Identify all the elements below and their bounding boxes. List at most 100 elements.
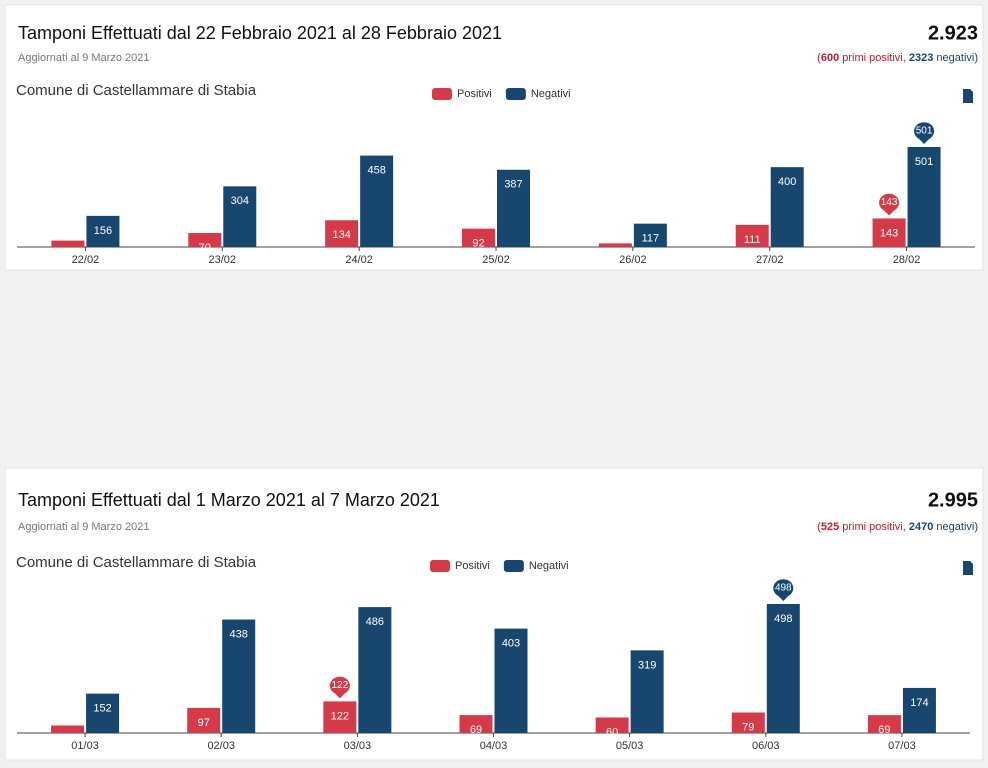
max-marker bbox=[879, 193, 900, 216]
summary-part: negativi) bbox=[933, 521, 978, 533]
value-label: 32 bbox=[62, 250, 74, 262]
summary: (525 primi positivi, 2470 negativi) bbox=[817, 521, 978, 533]
value-label: 152 bbox=[93, 703, 111, 715]
bar bbox=[872, 218, 906, 247]
x-tick-label: 22/02 bbox=[72, 254, 100, 266]
value-label: 70 bbox=[199, 242, 211, 254]
value-label: 117 bbox=[642, 233, 660, 245]
total: 2.923 bbox=[928, 22, 978, 44]
x-tick-label: 05/03 bbox=[616, 740, 644, 752]
bar bbox=[325, 220, 359, 247]
legend-label: Negativi bbox=[531, 88, 571, 100]
chart-title: Tamponi Effettuati dal 1 Marzo 2021 al 7… bbox=[18, 490, 440, 510]
value-label: 174 bbox=[910, 697, 928, 709]
legend-swatch bbox=[432, 88, 452, 100]
legend-label: Positivi bbox=[455, 560, 490, 572]
bar bbox=[867, 715, 901, 733]
value-label: 122 bbox=[331, 710, 349, 722]
value-label: 29 bbox=[61, 734, 73, 746]
bar bbox=[187, 707, 221, 733]
subtitle: Aggiornati al 9 Marzo 2021 bbox=[18, 521, 149, 533]
x-tick-label: 26/02 bbox=[619, 254, 647, 266]
value-label: 134 bbox=[332, 229, 350, 241]
summary-part: primi positivi, bbox=[839, 521, 909, 533]
bar bbox=[494, 628, 528, 733]
max-marker bbox=[773, 579, 794, 601]
bar bbox=[731, 712, 765, 733]
x-tick-label: 01/03 bbox=[71, 740, 99, 752]
x-tick-label: 27/02 bbox=[756, 254, 784, 266]
location: Comune di Castellammare di Stabia bbox=[16, 554, 257, 571]
max-marker-label: 498 bbox=[775, 583, 792, 594]
bar bbox=[51, 240, 85, 247]
bar bbox=[633, 223, 667, 247]
max-marker-label: 501 bbox=[916, 126, 933, 137]
summary-part: 2470 bbox=[909, 521, 933, 533]
bar bbox=[86, 693, 120, 733]
x-tick-label: 07/03 bbox=[888, 740, 916, 752]
download-icon bbox=[963, 561, 973, 575]
chart-title: Tamponi Effettuati dal 22 Febbraio 2021 … bbox=[18, 23, 502, 43]
summary-part: 525 bbox=[821, 521, 839, 533]
max-marker-label: 143 bbox=[881, 197, 898, 208]
card bbox=[4, 4, 984, 271]
bar bbox=[595, 717, 629, 733]
value-label: 501 bbox=[915, 156, 933, 168]
card bbox=[4, 467, 984, 761]
value-label: 486 bbox=[366, 616, 384, 628]
bar bbox=[735, 224, 769, 247]
value-label: 143 bbox=[880, 227, 898, 239]
value-label: 111 bbox=[744, 234, 761, 246]
summary-part: ( bbox=[817, 521, 821, 533]
summary: (600 primi positivi, 2323 negativi) bbox=[817, 52, 978, 64]
bar bbox=[902, 687, 936, 733]
x-tick-label: 02/03 bbox=[207, 740, 235, 752]
value-label: 458 bbox=[367, 164, 385, 176]
legend-label: Positivi bbox=[457, 88, 492, 100]
value-label: 97 bbox=[198, 717, 210, 729]
x-tick-label: 06/03 bbox=[752, 740, 780, 752]
value-label: 79 bbox=[742, 721, 754, 733]
value-label: 319 bbox=[638, 659, 656, 671]
summary-part: 600 bbox=[821, 52, 839, 64]
summary-part: primi positivi, bbox=[839, 52, 909, 64]
bar bbox=[497, 169, 530, 247]
bar bbox=[51, 725, 85, 733]
value-label: 438 bbox=[230, 628, 248, 640]
bar bbox=[598, 243, 632, 247]
value-label: 92 bbox=[472, 238, 484, 250]
bar bbox=[223, 186, 257, 247]
value-label: 69 bbox=[878, 724, 890, 736]
max-marker bbox=[914, 122, 935, 144]
subtitle: Aggiornati al 9 Marzo 2021 bbox=[18, 52, 149, 64]
max-marker bbox=[329, 676, 350, 699]
bar bbox=[459, 715, 493, 733]
bar bbox=[766, 604, 800, 733]
value-label: 69 bbox=[470, 724, 482, 736]
bar bbox=[188, 233, 222, 247]
x-tick-label: 04/03 bbox=[480, 740, 508, 752]
download-icon bbox=[963, 89, 973, 103]
summary-part: negativi) bbox=[933, 52, 978, 64]
legend-label: Negativi bbox=[529, 560, 569, 572]
value-label: 60 bbox=[606, 726, 618, 738]
bar bbox=[86, 215, 120, 247]
bar bbox=[358, 607, 392, 733]
legend-swatch bbox=[503, 560, 524, 572]
total: 2.995 bbox=[928, 489, 978, 511]
value-label: 400 bbox=[778, 176, 796, 188]
value-label: 18 bbox=[609, 252, 621, 264]
value-label: 403 bbox=[502, 638, 520, 650]
value-label: 156 bbox=[94, 225, 112, 237]
max-marker-label: 122 bbox=[332, 680, 349, 691]
x-tick-label: 25/02 bbox=[482, 254, 510, 266]
bar bbox=[222, 619, 256, 733]
x-tick-label: 03/03 bbox=[344, 740, 372, 752]
summary-part: ( bbox=[817, 52, 821, 64]
summary-part: 2323 bbox=[909, 52, 933, 64]
x-tick-label: 24/02 bbox=[345, 254, 373, 266]
legend-swatch bbox=[505, 88, 526, 100]
value-label: 498 bbox=[774, 613, 792, 625]
